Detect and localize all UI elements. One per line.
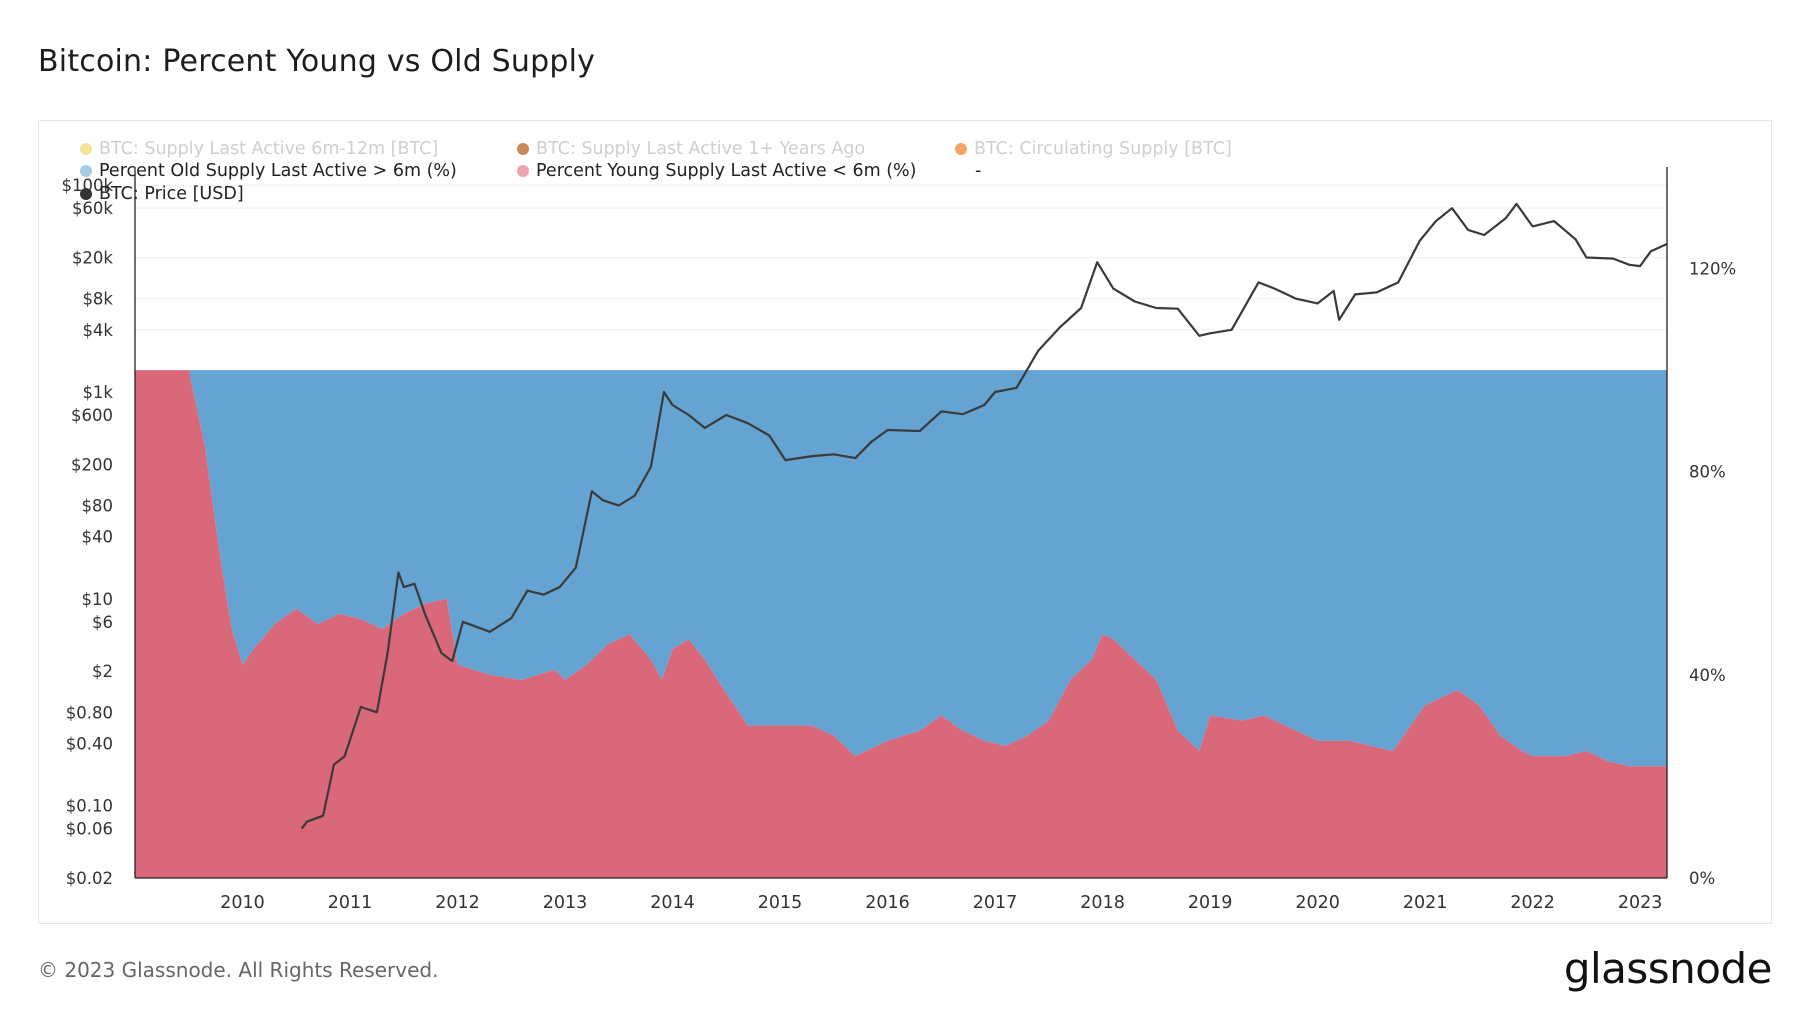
- glassnode-logo[interactable]: glassnode: [1563, 944, 1773, 993]
- legend-dot-icon: [80, 165, 92, 177]
- legend-dot-icon: [517, 165, 529, 177]
- btc-price-line: [300, 202, 1668, 830]
- area-layer: [135, 370, 1667, 878]
- left-tick-label: $4k: [82, 321, 113, 340]
- price-layer: [300, 202, 1668, 830]
- legend-item-supply-1y[interactable]: BTC: Supply Last Active 1+ Years Ago: [517, 139, 865, 159]
- left-tick-label: $20k: [72, 248, 113, 267]
- legend-label: Percent Young Supply Last Active < 6m (%…: [536, 161, 917, 181]
- legend-label: BTC: Supply Last Active 6m-12m [BTC]: [99, 139, 439, 159]
- legend-label: BTC: Price [USD]: [99, 184, 244, 204]
- left-tick-label: $0.10: [66, 797, 113, 816]
- left-tick-label: $0.80: [66, 703, 113, 722]
- right-tick-label: 0%: [1689, 869, 1715, 888]
- x-tick-label: 2022: [1510, 893, 1555, 913]
- legend-item-dash[interactable]: -: [975, 161, 981, 181]
- left-tick-label: $40: [82, 528, 114, 547]
- x-tick-label: 2012: [435, 893, 480, 913]
- left-tick-label: $100k: [61, 176, 113, 195]
- x-tick-label: 2016: [865, 893, 910, 913]
- legend-item-percent-young[interactable]: Percent Young Supply Last Active < 6m (%…: [517, 161, 917, 181]
- young-supply-area: [135, 370, 1667, 878]
- chart-frame: [38, 120, 1772, 924]
- legend-item-supply-6m-12m[interactable]: BTC: Supply Last Active 6m-12m [BTC]: [80, 139, 438, 159]
- left-tick-label: $80: [82, 496, 114, 515]
- left-axis-ticks: $100k $60k $20k $8k $4k $1k $600 $200 $80 $40 $10 $…: [61, 176, 113, 888]
- x-tick-label: 2014: [650, 893, 695, 913]
- right-tick-label: 120%: [1689, 260, 1736, 279]
- left-tick-label: $2: [92, 662, 113, 681]
- x-tick-label: 2018: [1080, 893, 1125, 913]
- x-tick-label: 2013: [543, 893, 588, 913]
- left-tick-label: $200: [71, 455, 113, 474]
- chart-title: Bitcoin: Percent Young vs Old Supply: [38, 44, 596, 79]
- right-axis-ticks: 120% 80% 40% 0%: [1689, 260, 1736, 888]
- legend-item-percent-old[interactable]: Percent Old Supply Last Active > 6m (%): [80, 161, 457, 181]
- x-tick-label: 2011: [328, 893, 373, 913]
- x-tick-label: 2017: [973, 893, 1018, 913]
- x-tick-label: 2015: [758, 893, 803, 913]
- legend-item-circulating-supply[interactable]: BTC: Circulating Supply [BTC]: [955, 139, 1232, 159]
- left-tick-label: $0.06: [66, 820, 113, 839]
- copyright-text: © 2023 Glassnode. All Rights Reserved.: [38, 958, 439, 982]
- legend-label: BTC: Supply Last Active 1+ Years Ago: [536, 139, 866, 159]
- x-tick-label: 2019: [1188, 893, 1233, 913]
- legend-dot-icon: [80, 143, 92, 155]
- left-tick-label: $600: [71, 406, 113, 425]
- right-tick-label: 40%: [1689, 666, 1726, 685]
- left-tick-label: $8k: [82, 290, 113, 309]
- x-tick-label: 2010: [220, 893, 265, 913]
- left-tick-label: $0.02: [66, 869, 113, 888]
- x-tick-label: 2020: [1295, 893, 1340, 913]
- legend-dot-icon: [80, 188, 92, 200]
- legend-label: -: [975, 161, 982, 181]
- x-tick-label: 2023: [1618, 893, 1663, 913]
- legend-label: Percent Old Supply Last Active > 6m (%): [99, 161, 457, 181]
- left-tick-label: $1k: [82, 383, 113, 402]
- old-supply-area: [135, 370, 1667, 767]
- legend-label: BTC: Circulating Supply [BTC]: [974, 139, 1232, 159]
- x-axis-ticks: 2010 2011 2012 2013 2014 2015 2016 2017 2018 2019…: [220, 893, 1662, 913]
- left-tick-label: $6: [92, 613, 113, 632]
- legend-item-btc-price[interactable]: BTC: Price [USD]: [80, 184, 244, 204]
- right-tick-label: 80%: [1689, 463, 1726, 482]
- left-tick-label: $10: [82, 590, 114, 609]
- left-tick-label: $60k: [72, 199, 113, 218]
- legend-dot-icon: [955, 143, 967, 155]
- x-tick-label: 2021: [1403, 893, 1448, 913]
- axis-layer: [134, 167, 1668, 879]
- legend-dot-icon: [517, 143, 529, 155]
- left-tick-label: $0.40: [66, 734, 113, 753]
